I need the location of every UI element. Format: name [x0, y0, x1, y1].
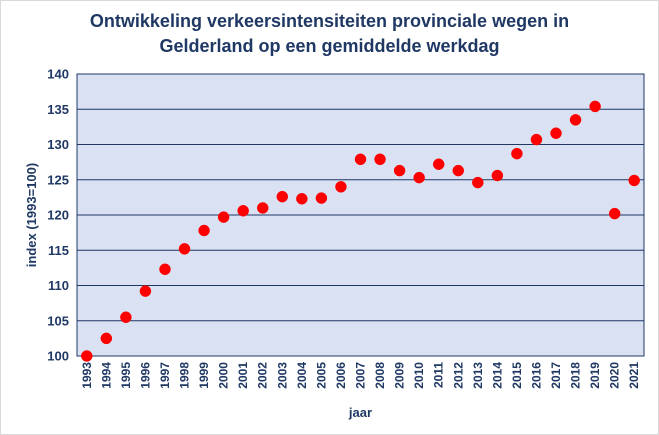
x-tick-label: 2021: [627, 362, 641, 389]
y-tick-label: 110: [48, 278, 69, 293]
x-axis-ticks: 1993 1994 1995 1996 1997 1998 1999 2000 2001 2002…: [80, 362, 641, 389]
data-point-2011: [432, 158, 445, 170]
x-tick-label: 2009: [393, 362, 407, 389]
x-tick-label: 1994: [99, 362, 113, 389]
x-tick-label: 2006: [334, 362, 348, 389]
x-tick-label: 1995: [119, 362, 133, 389]
data-point-1995: [120, 311, 132, 323]
data-point-1996: [139, 285, 152, 297]
data-point-2001: [237, 205, 249, 217]
y-tick-label: 130: [47, 137, 69, 152]
data-point-2017: [550, 127, 562, 139]
data-point-2002: [256, 202, 269, 214]
data-point-2006: [335, 181, 347, 193]
x-tick-label: 2014: [490, 362, 504, 389]
x-tick-label: 1999: [197, 362, 211, 389]
data-point-2019: [589, 100, 601, 113]
x-tick-label: 2007: [354, 362, 368, 389]
x-tick-label: 2013: [471, 362, 485, 389]
x-tick-label: 2012: [451, 362, 465, 389]
x-tick-label: 2020: [608, 362, 622, 389]
chart-title: Ontwikkeling verkeersintensiteiten provi…: [1, 9, 658, 59]
x-tick-label: 1998: [178, 362, 192, 389]
y-tick-label: 140: [47, 67, 69, 82]
chart-title-line-1: Ontwikkeling verkeersintensiteiten provi…: [89, 11, 570, 31]
data-point-1993: [81, 350, 93, 362]
x-tick-label: 2008: [373, 362, 387, 389]
data-point-2018: [569, 114, 582, 126]
data-point-2021: [628, 174, 640, 187]
x-tick-label: 2005: [314, 362, 328, 389]
x-tick-label: 2001: [236, 362, 250, 389]
data-point-2016: [530, 133, 543, 146]
x-tick-label: 2004: [295, 362, 309, 389]
data-point-2010: [413, 171, 425, 184]
data-point-1997: [159, 263, 171, 276]
y-tick-label: 135: [47, 102, 69, 117]
x-tick-label: 2019: [588, 362, 602, 389]
data-point-2004: [296, 193, 308, 205]
y-tick-label: 105: [47, 313, 69, 328]
data-points: [81, 100, 640, 362]
chart-title-line-2: Gelderland op een gemiddelde werkdag: [159, 36, 500, 56]
data-point-2003: [276, 190, 289, 203]
x-tick-label: 2018: [569, 362, 583, 389]
data-point-2005: [315, 192, 328, 204]
x-tick-label: 1993: [80, 362, 94, 389]
x-tick-label: 1996: [138, 362, 152, 389]
y-tick-label: 125: [47, 172, 69, 187]
data-point-1994: [100, 332, 113, 345]
data-point-2020: [608, 207, 621, 220]
data-point-2015: [511, 147, 523, 160]
data-point-2000: [217, 211, 230, 223]
data-point-1998: [178, 243, 191, 255]
y-axis-label: index (1993=100): [24, 163, 39, 267]
data-point-2014: [491, 169, 504, 182]
y-axis-ticks: 100 105 110 115 120 125 130 135 140: [47, 67, 69, 364]
y-tick-label: 120: [47, 208, 69, 223]
x-tick-label: 2015: [510, 362, 524, 389]
data-point-2009: [393, 164, 406, 177]
x-tick-label: 2016: [529, 362, 543, 389]
x-tick-label: 1997: [158, 362, 172, 389]
data-point-2008: [374, 153, 386, 166]
data-point-2013: [472, 176, 484, 189]
data-point-1999: [198, 224, 210, 237]
x-tick-label: 2003: [275, 362, 289, 389]
data-point-2012: [452, 164, 465, 177]
x-tick-label: 2010: [412, 362, 426, 389]
y-tick-label: 100: [47, 349, 69, 364]
x-axis-label: jaar: [348, 405, 372, 420]
x-tick-label: 2000: [217, 362, 231, 389]
x-tick-label: 2017: [549, 362, 563, 389]
x-tick-label: 2002: [256, 362, 270, 389]
data-point-2007: [354, 153, 367, 166]
x-tick-label: 2011: [432, 362, 446, 388]
gridlines: [77, 73, 644, 357]
y-tick-label: 115: [48, 243, 69, 258]
